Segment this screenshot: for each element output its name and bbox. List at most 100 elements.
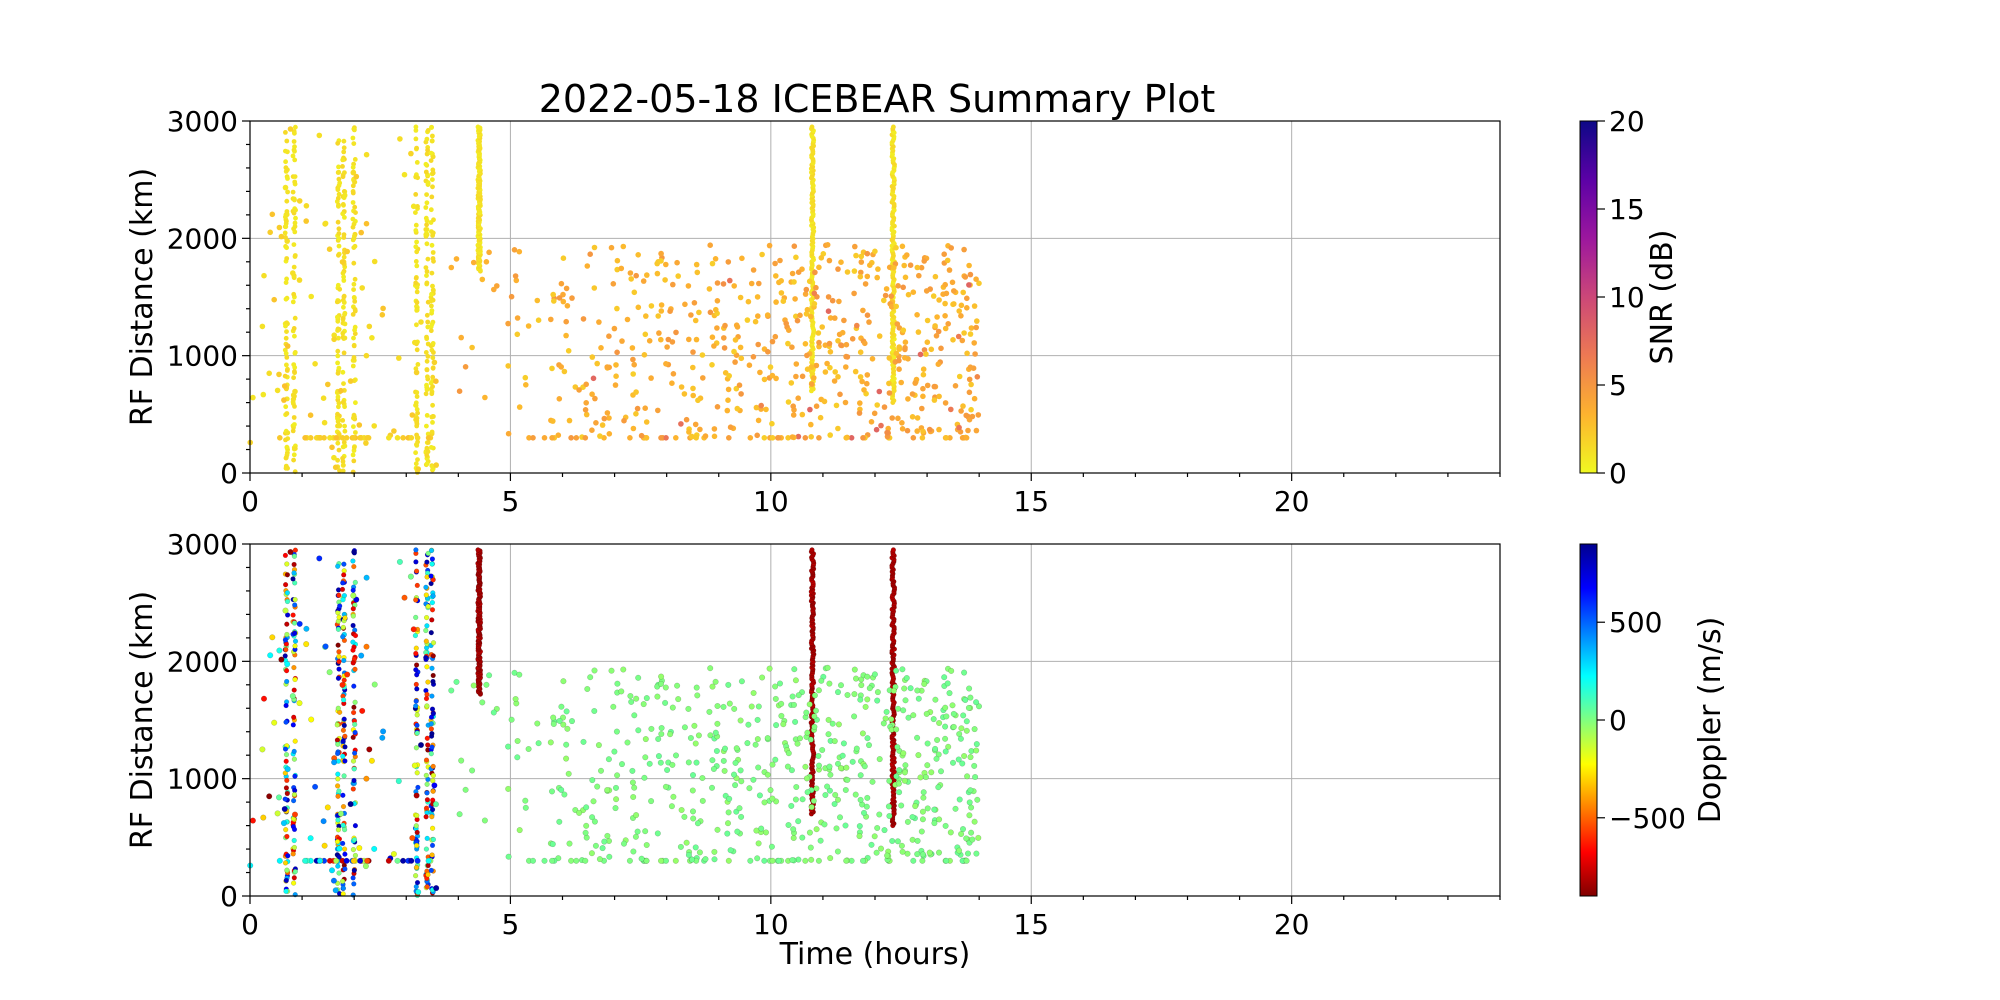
data-point	[292, 179, 298, 185]
data-point	[282, 347, 288, 353]
data-point	[873, 849, 880, 856]
data-point	[799, 834, 806, 841]
data-point	[834, 689, 842, 696]
data-point	[292, 157, 298, 163]
data-point	[535, 317, 542, 324]
data-point	[962, 696, 969, 704]
data-point	[424, 703, 430, 709]
data-point	[815, 857, 822, 864]
data-point	[425, 374, 430, 380]
data-point	[880, 720, 887, 727]
data-point	[943, 713, 950, 720]
snr-plot-frame	[249, 120, 1501, 474]
data-point	[854, 322, 860, 329]
data-point	[739, 255, 745, 262]
data-point	[356, 422, 363, 428]
data-point	[815, 330, 822, 336]
data-point	[896, 344, 902, 350]
data-point	[351, 458, 357, 464]
data-point	[802, 435, 809, 441]
data-point	[292, 224, 298, 229]
data-point	[678, 806, 685, 814]
data-point	[889, 837, 896, 845]
data-point	[350, 363, 356, 369]
data-point	[335, 416, 340, 421]
data-point	[901, 262, 907, 269]
data-point	[430, 710, 437, 717]
data-point	[721, 345, 728, 351]
data-point	[415, 784, 421, 791]
data-point	[883, 708, 890, 715]
data-point	[284, 138, 290, 144]
data-point	[564, 725, 571, 732]
data-point	[424, 312, 430, 318]
data-point	[725, 809, 732, 816]
data-point	[764, 735, 771, 742]
data-point	[413, 228, 419, 233]
data-point	[934, 736, 941, 744]
data-point	[822, 342, 829, 349]
data-point	[414, 857, 421, 864]
data-point	[342, 443, 348, 449]
data-point	[291, 147, 297, 153]
data-point	[726, 435, 732, 441]
data-point	[942, 400, 949, 406]
data-point	[694, 269, 701, 276]
data-point	[874, 824, 881, 832]
data-point	[611, 748, 618, 755]
data-point	[469, 767, 476, 774]
data-point	[584, 685, 591, 693]
data-point	[475, 547, 481, 553]
data-point	[910, 289, 917, 296]
data-point	[931, 820, 938, 827]
data-point	[725, 386, 732, 393]
data-point	[530, 435, 536, 441]
data-point	[312, 361, 318, 367]
data-point	[424, 222, 429, 228]
data-point	[414, 145, 419, 151]
data-point	[563, 332, 569, 339]
data-point	[943, 290, 950, 297]
data-point	[283, 719, 289, 725]
data-point	[631, 712, 638, 719]
data-point	[413, 400, 419, 406]
data-point	[663, 435, 669, 441]
data-point	[928, 769, 935, 776]
data-point	[721, 335, 727, 341]
data-point	[973, 747, 980, 754]
data-point	[430, 653, 436, 659]
data-point	[964, 850, 972, 857]
data-point	[599, 422, 606, 428]
data-point	[844, 776, 851, 783]
data-point	[893, 244, 899, 251]
data-point	[802, 763, 809, 770]
data-point	[772, 683, 779, 690]
data-point	[738, 778, 745, 785]
data-point	[342, 215, 347, 220]
data-point	[555, 432, 562, 439]
data-point	[429, 825, 436, 831]
data-point	[883, 286, 890, 292]
data-point	[302, 857, 309, 864]
data-point	[695, 732, 702, 739]
data-point	[874, 697, 881, 704]
data-point	[620, 666, 627, 673]
data-point	[423, 391, 429, 397]
data-point	[673, 329, 679, 336]
data-point	[424, 413, 430, 418]
data-point	[692, 317, 699, 324]
data-point	[351, 704, 357, 710]
data-point	[842, 786, 849, 794]
data-point	[516, 827, 523, 834]
data-point	[353, 210, 358, 216]
data-point	[339, 435, 346, 441]
data-point	[803, 709, 810, 716]
data-point	[414, 300, 420, 305]
data-point	[291, 452, 297, 458]
data-point	[702, 856, 709, 863]
data-point	[905, 396, 911, 402]
data-point	[483, 681, 490, 688]
data-point	[950, 710, 957, 717]
data-point	[275, 794, 283, 801]
